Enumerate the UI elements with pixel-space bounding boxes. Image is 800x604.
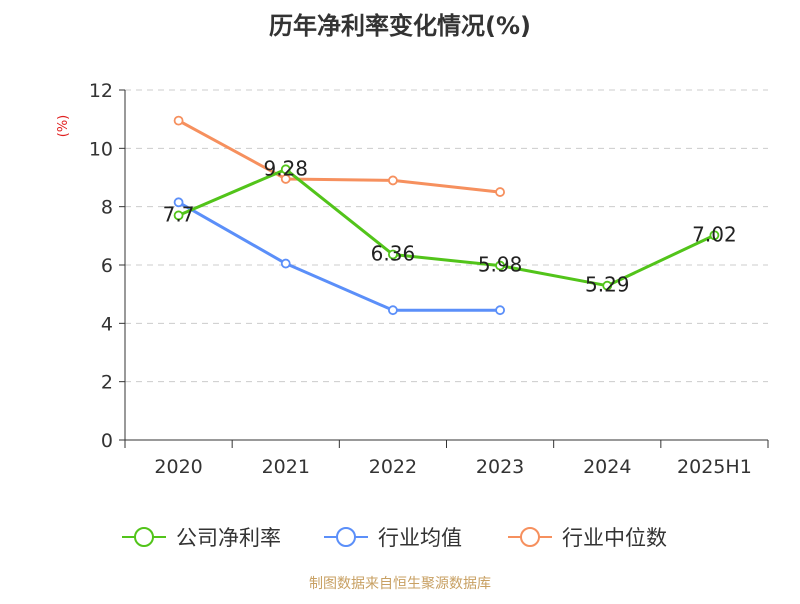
y-tick-label: 4 xyxy=(101,313,113,335)
legend-marker xyxy=(336,527,356,547)
data-point xyxy=(495,187,505,197)
y-tick-label: 6 xyxy=(101,255,113,277)
x-tick-label: 2020 xyxy=(154,456,202,478)
data-label: 7.02 xyxy=(692,222,737,246)
y-tick-label: 12 xyxy=(89,80,113,102)
data-point xyxy=(388,249,398,260)
legend-item: 行业中位数 xyxy=(508,526,667,550)
data-label: 5.29 xyxy=(585,273,630,297)
x-tick-label: 2022 xyxy=(369,456,417,478)
data-label: 7.7 xyxy=(163,202,195,226)
x-tick-label: 2024 xyxy=(583,456,631,478)
data-point xyxy=(173,115,184,126)
legend-label: 公司净利率 xyxy=(176,526,281,550)
legend-label: 行业中位数 xyxy=(562,526,667,550)
y-tick-label: 0 xyxy=(101,430,113,452)
y-tick-label: 2 xyxy=(101,372,113,394)
data-point xyxy=(709,230,720,241)
data-label: 6.36 xyxy=(371,242,416,266)
series-0 xyxy=(173,164,720,291)
x-tick-label: 2023 xyxy=(476,456,524,478)
series-1 xyxy=(173,197,505,316)
legend: 公司净利率 行业均值 行业中位数 xyxy=(122,526,667,550)
legend-label: 行业均值 xyxy=(378,526,462,550)
series-2 xyxy=(173,115,505,197)
data-point xyxy=(280,258,291,269)
data-point xyxy=(495,260,505,271)
y-axis-label: (%) xyxy=(56,115,71,138)
x-tick-label: 2021 xyxy=(262,456,310,478)
data-point xyxy=(388,305,398,316)
data-point xyxy=(388,175,398,186)
y-tick-label: 8 xyxy=(101,197,113,219)
data-label: 5.98 xyxy=(478,253,523,277)
data-point xyxy=(173,210,184,221)
legend-item: 行业均值 xyxy=(324,526,462,550)
data-point xyxy=(602,280,613,291)
data-labels: 7.7 9.28 6.36 5.98 5.29 7.02 xyxy=(163,156,737,296)
footer-source: 制图数据来自恒生聚源数据库 xyxy=(309,576,491,592)
y-tick-label: 10 xyxy=(89,138,113,160)
legend-marker xyxy=(520,527,540,547)
data-label: 9.28 xyxy=(263,156,308,180)
grid-lines xyxy=(125,89,768,383)
axes: 0 2 4 6 8 10 12 2020 2021 2022 2023 2024 2025H1 xyxy=(89,80,769,478)
series-lines xyxy=(173,115,720,316)
legend-marker xyxy=(134,527,154,547)
chart-title: 历年净利率变化情况(%) xyxy=(269,12,531,40)
data-point xyxy=(280,174,291,184)
data-point xyxy=(495,305,505,316)
data-point xyxy=(173,197,184,208)
series-line xyxy=(177,119,501,194)
series-line xyxy=(177,200,501,312)
legend-item: 公司净利率 xyxy=(122,526,281,550)
data-point xyxy=(280,164,291,175)
x-tick-label: 2025H1 xyxy=(677,456,752,478)
series-line xyxy=(177,167,716,288)
